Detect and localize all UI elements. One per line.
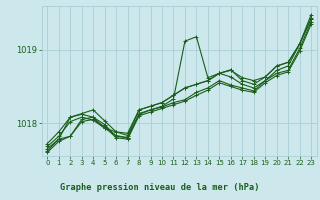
Text: Graphe pression niveau de la mer (hPa): Graphe pression niveau de la mer (hPa) xyxy=(60,183,260,192)
